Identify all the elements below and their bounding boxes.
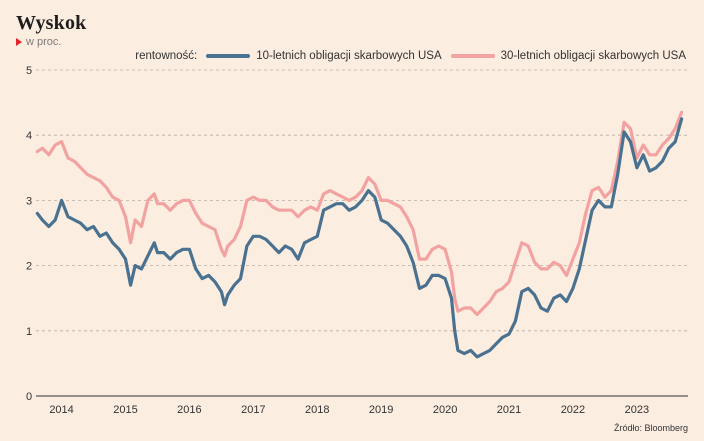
x-tick-label-2023: 2023 [625, 404, 649, 416]
x-tick-label-2018: 2018 [305, 404, 329, 416]
series-line-30y [35, 110, 684, 317]
x-tick-label-2021: 2021 [497, 404, 521, 416]
triangle-marker-icon [16, 38, 22, 46]
x-tick-label-2015: 2015 [113, 404, 137, 416]
legend-swatch-10y [206, 54, 251, 58]
y-tick-label-4: 4 [26, 130, 32, 142]
y-tick-label-0: 0 [26, 391, 32, 403]
legend-item-10y: 10-letnich obligacji skarbowych USA [206, 50, 442, 62]
chart-legend: rentowność: 10-letnich obligacji skarbow… [135, 50, 686, 62]
source-note: Źródło: Bloomberg [613, 423, 688, 433]
chart-title: Wyskok [16, 12, 87, 34]
chart-subtitle: w proc. [16, 36, 61, 48]
chart-subtitle-text: w proc. [26, 36, 62, 48]
x-tick-label-2017: 2017 [241, 404, 265, 416]
legend-item-30y: 30-letnich obligacji skarbowych USA [450, 50, 686, 62]
legend-swatch-30y [450, 54, 495, 58]
x-tick-label-2016: 2016 [177, 404, 201, 416]
y-tick-label-2: 2 [26, 261, 32, 273]
x-tick-label-2020: 2020 [433, 404, 457, 416]
y-tick-label-5: 5 [26, 65, 32, 77]
legend-label: rentowność: [135, 50, 198, 62]
series-line-10y [35, 117, 684, 359]
y-tick-label-3: 3 [26, 195, 32, 207]
legend-text-10y: 10-letnich obligacji skarbowych USA [256, 50, 442, 62]
legend-text-30y: 30-letnich obligacji skarbowych USA [500, 50, 686, 62]
x-tick-label-2019: 2019 [369, 404, 393, 416]
x-tick-label-2022: 2022 [561, 404, 585, 416]
y-tick-label-1: 1 [26, 326, 32, 338]
x-tick-label-2014: 2014 [49, 404, 73, 416]
